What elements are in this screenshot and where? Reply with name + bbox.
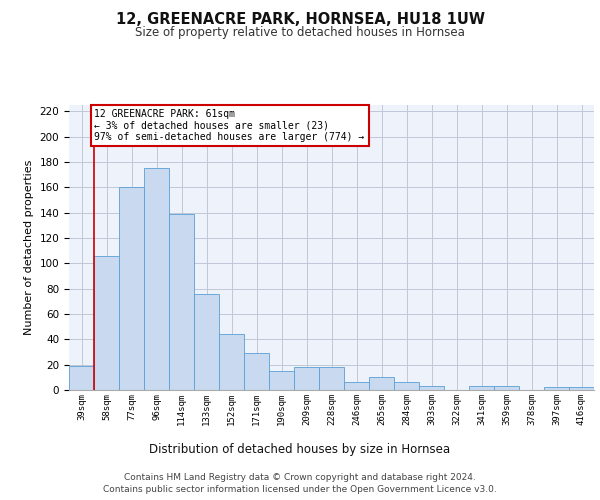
Bar (94, 256, 119, 390)
Bar (394, 382, 419, 390)
Bar (469, 386, 494, 390)
Bar (119, 188, 144, 390)
Text: 12, GREENACRE PARK, HORNSEA, HU18 1UW: 12, GREENACRE PARK, HORNSEA, HU18 1UW (115, 12, 485, 28)
Bar (219, 334, 244, 390)
Bar (244, 354, 269, 390)
Text: Size of property relative to detached houses in Hornsea: Size of property relative to detached ho… (135, 26, 465, 39)
Bar (319, 367, 344, 390)
Bar (369, 378, 394, 390)
Y-axis label: Number of detached properties: Number of detached properties (24, 160, 34, 335)
Bar (344, 382, 369, 390)
Bar (494, 386, 519, 390)
Bar (294, 367, 319, 390)
Text: Contains HM Land Registry data © Crown copyright and database right 2024.
Contai: Contains HM Land Registry data © Crown c… (103, 472, 497, 494)
Bar (144, 168, 169, 390)
Bar (544, 388, 569, 390)
Bar (169, 214, 194, 390)
Bar (69, 366, 94, 390)
Bar (269, 371, 294, 390)
Bar (569, 388, 594, 390)
Text: 12 GREENACRE PARK: 61sqm
← 3% of detached houses are smaller (23)
97% of semi-de: 12 GREENACRE PARK: 61sqm ← 3% of detache… (95, 109, 365, 142)
Text: Distribution of detached houses by size in Hornsea: Distribution of detached houses by size … (149, 442, 451, 456)
Bar (194, 294, 219, 390)
Bar (419, 386, 444, 390)
